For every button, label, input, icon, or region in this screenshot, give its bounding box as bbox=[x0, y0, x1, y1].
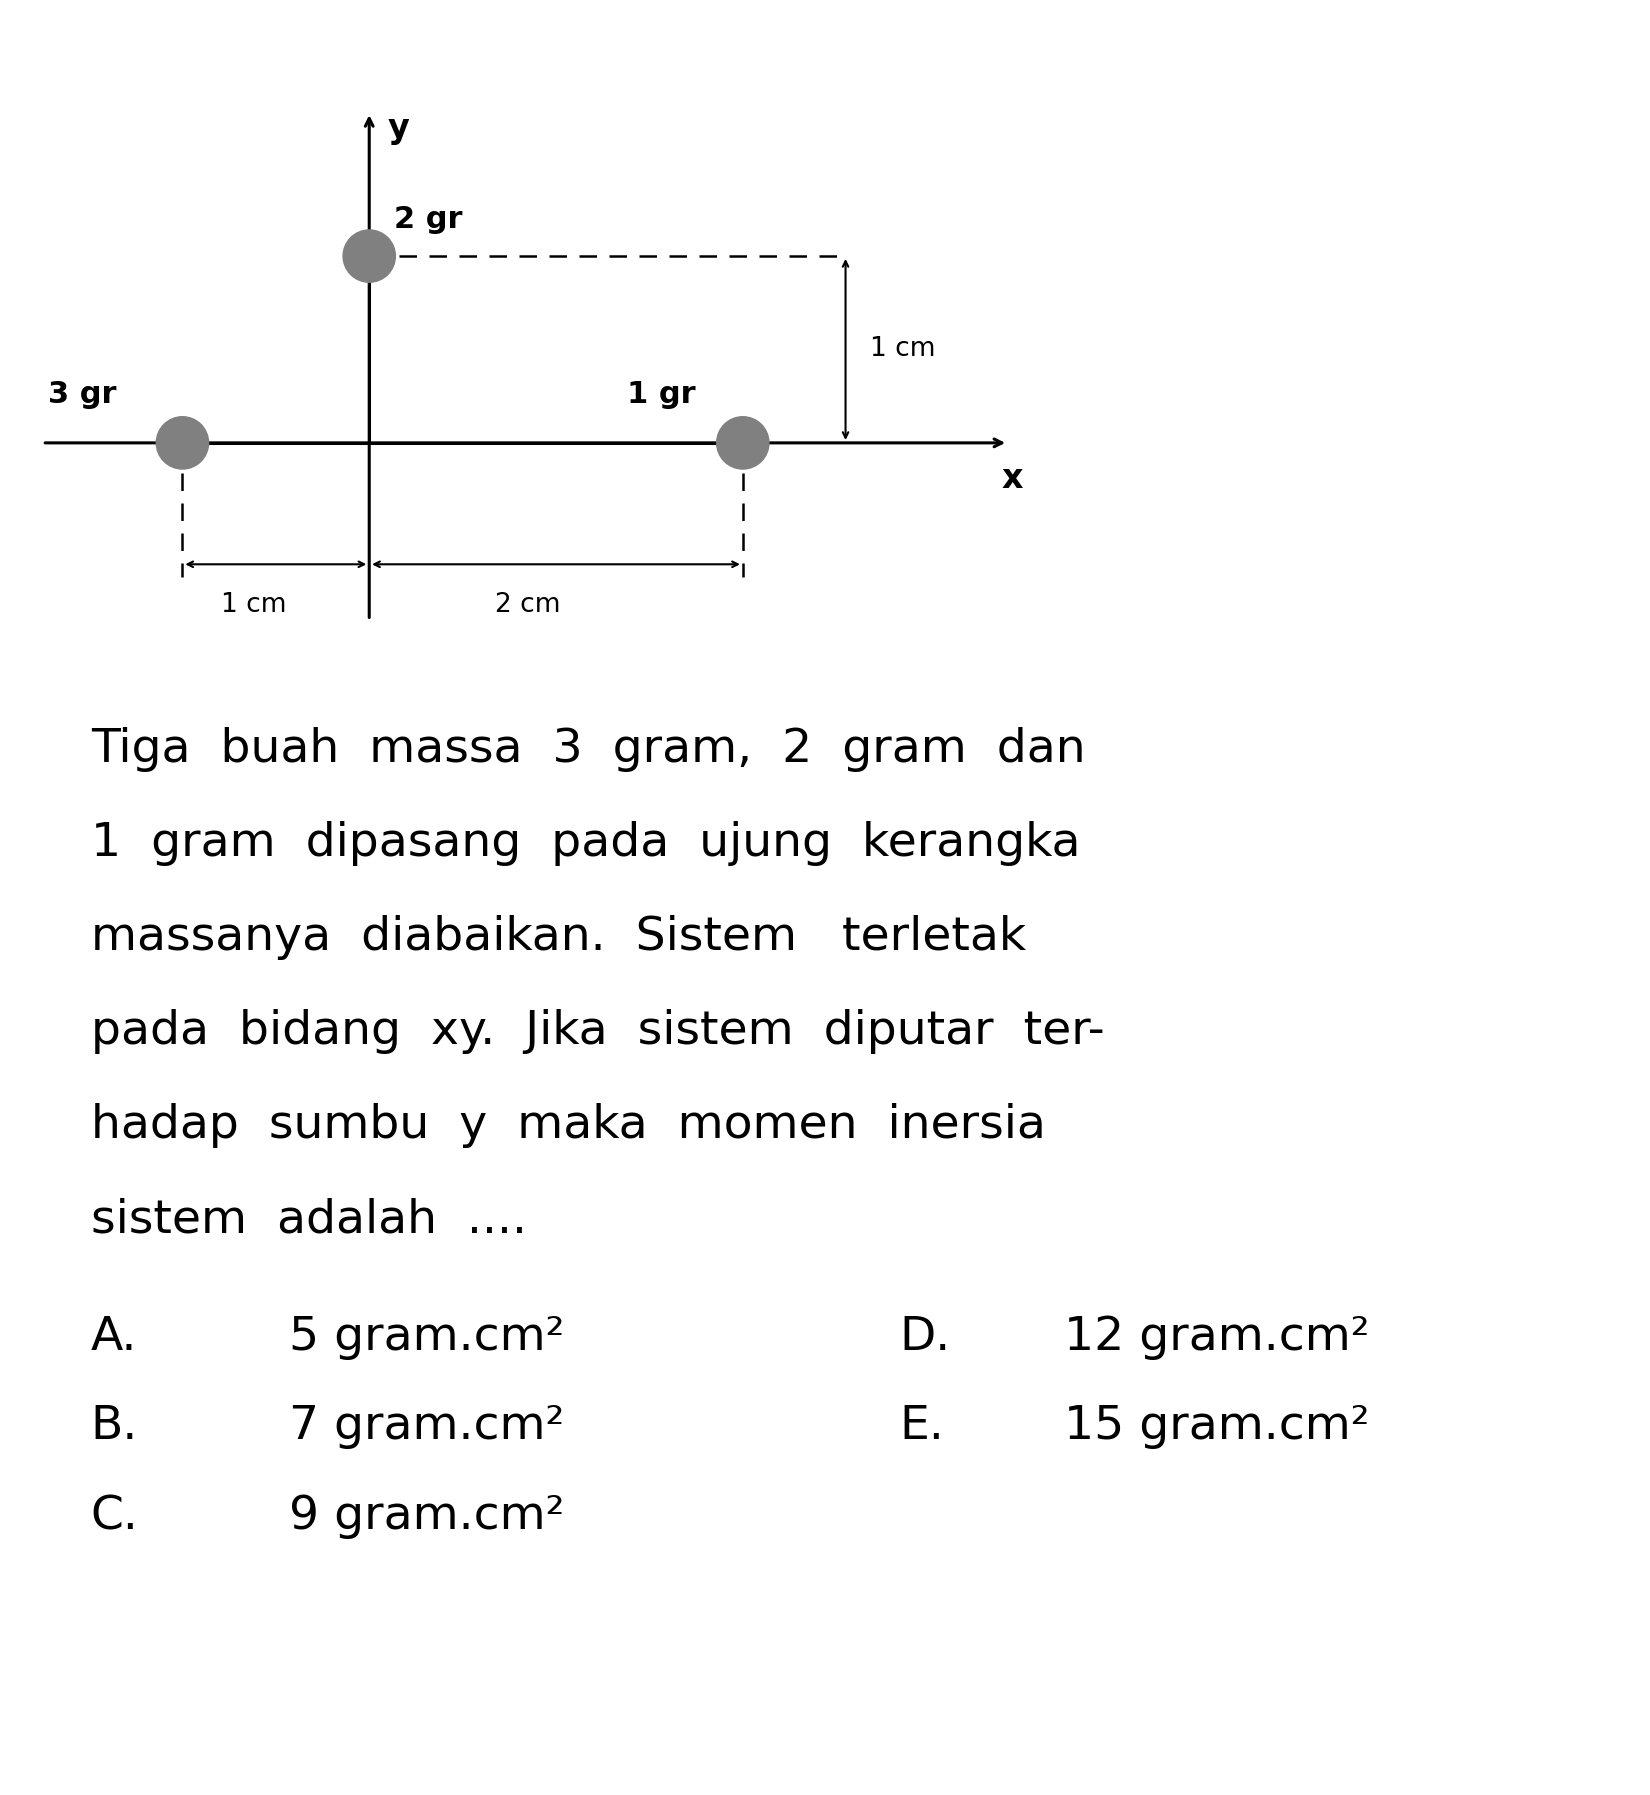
Text: 2 cm: 2 cm bbox=[495, 592, 561, 617]
Text: x: x bbox=[1002, 461, 1023, 495]
Text: 1  gram  dipasang  pada  ujung  kerangka: 1 gram dipasang pada ujung kerangka bbox=[91, 820, 1081, 865]
Text: massanya  diabaikan.  Sistem   terletak: massanya diabaikan. Sistem terletak bbox=[91, 915, 1026, 960]
Circle shape bbox=[716, 416, 769, 468]
Text: hadap  sumbu  y  maka  momen  inersia: hadap sumbu y maka momen inersia bbox=[91, 1104, 1046, 1149]
Text: 15 gram.cm²: 15 gram.cm² bbox=[1064, 1404, 1370, 1449]
Text: sistem  adalah  ....: sistem adalah .... bbox=[91, 1197, 526, 1242]
Text: 7 gram.cm²: 7 gram.cm² bbox=[289, 1404, 564, 1449]
Text: A.: A. bbox=[91, 1314, 137, 1361]
Text: 9 gram.cm²: 9 gram.cm² bbox=[289, 1493, 564, 1538]
Text: 3 gr: 3 gr bbox=[48, 381, 117, 409]
Circle shape bbox=[343, 230, 396, 282]
Text: B.: B. bbox=[91, 1404, 139, 1449]
Text: 1 cm: 1 cm bbox=[221, 592, 285, 617]
Text: D.: D. bbox=[899, 1314, 950, 1361]
Text: 1 cm: 1 cm bbox=[870, 336, 936, 363]
Text: pada  bidang  xy.  Jika  sistem  diputar  ter-: pada bidang xy. Jika sistem diputar ter- bbox=[91, 1009, 1104, 1054]
Text: 5 gram.cm²: 5 gram.cm² bbox=[289, 1314, 564, 1361]
Text: C.: C. bbox=[91, 1493, 139, 1538]
Text: 2 gr: 2 gr bbox=[393, 205, 462, 233]
Text: 1 gr: 1 gr bbox=[627, 381, 696, 409]
Text: 12 gram.cm²: 12 gram.cm² bbox=[1064, 1314, 1370, 1361]
Text: E.: E. bbox=[899, 1404, 944, 1449]
Circle shape bbox=[157, 416, 208, 468]
Text: Tiga  buah  massa  3  gram,  2  gram  dan: Tiga buah massa 3 gram, 2 gram dan bbox=[91, 727, 1086, 772]
Text: y: y bbox=[388, 113, 409, 145]
